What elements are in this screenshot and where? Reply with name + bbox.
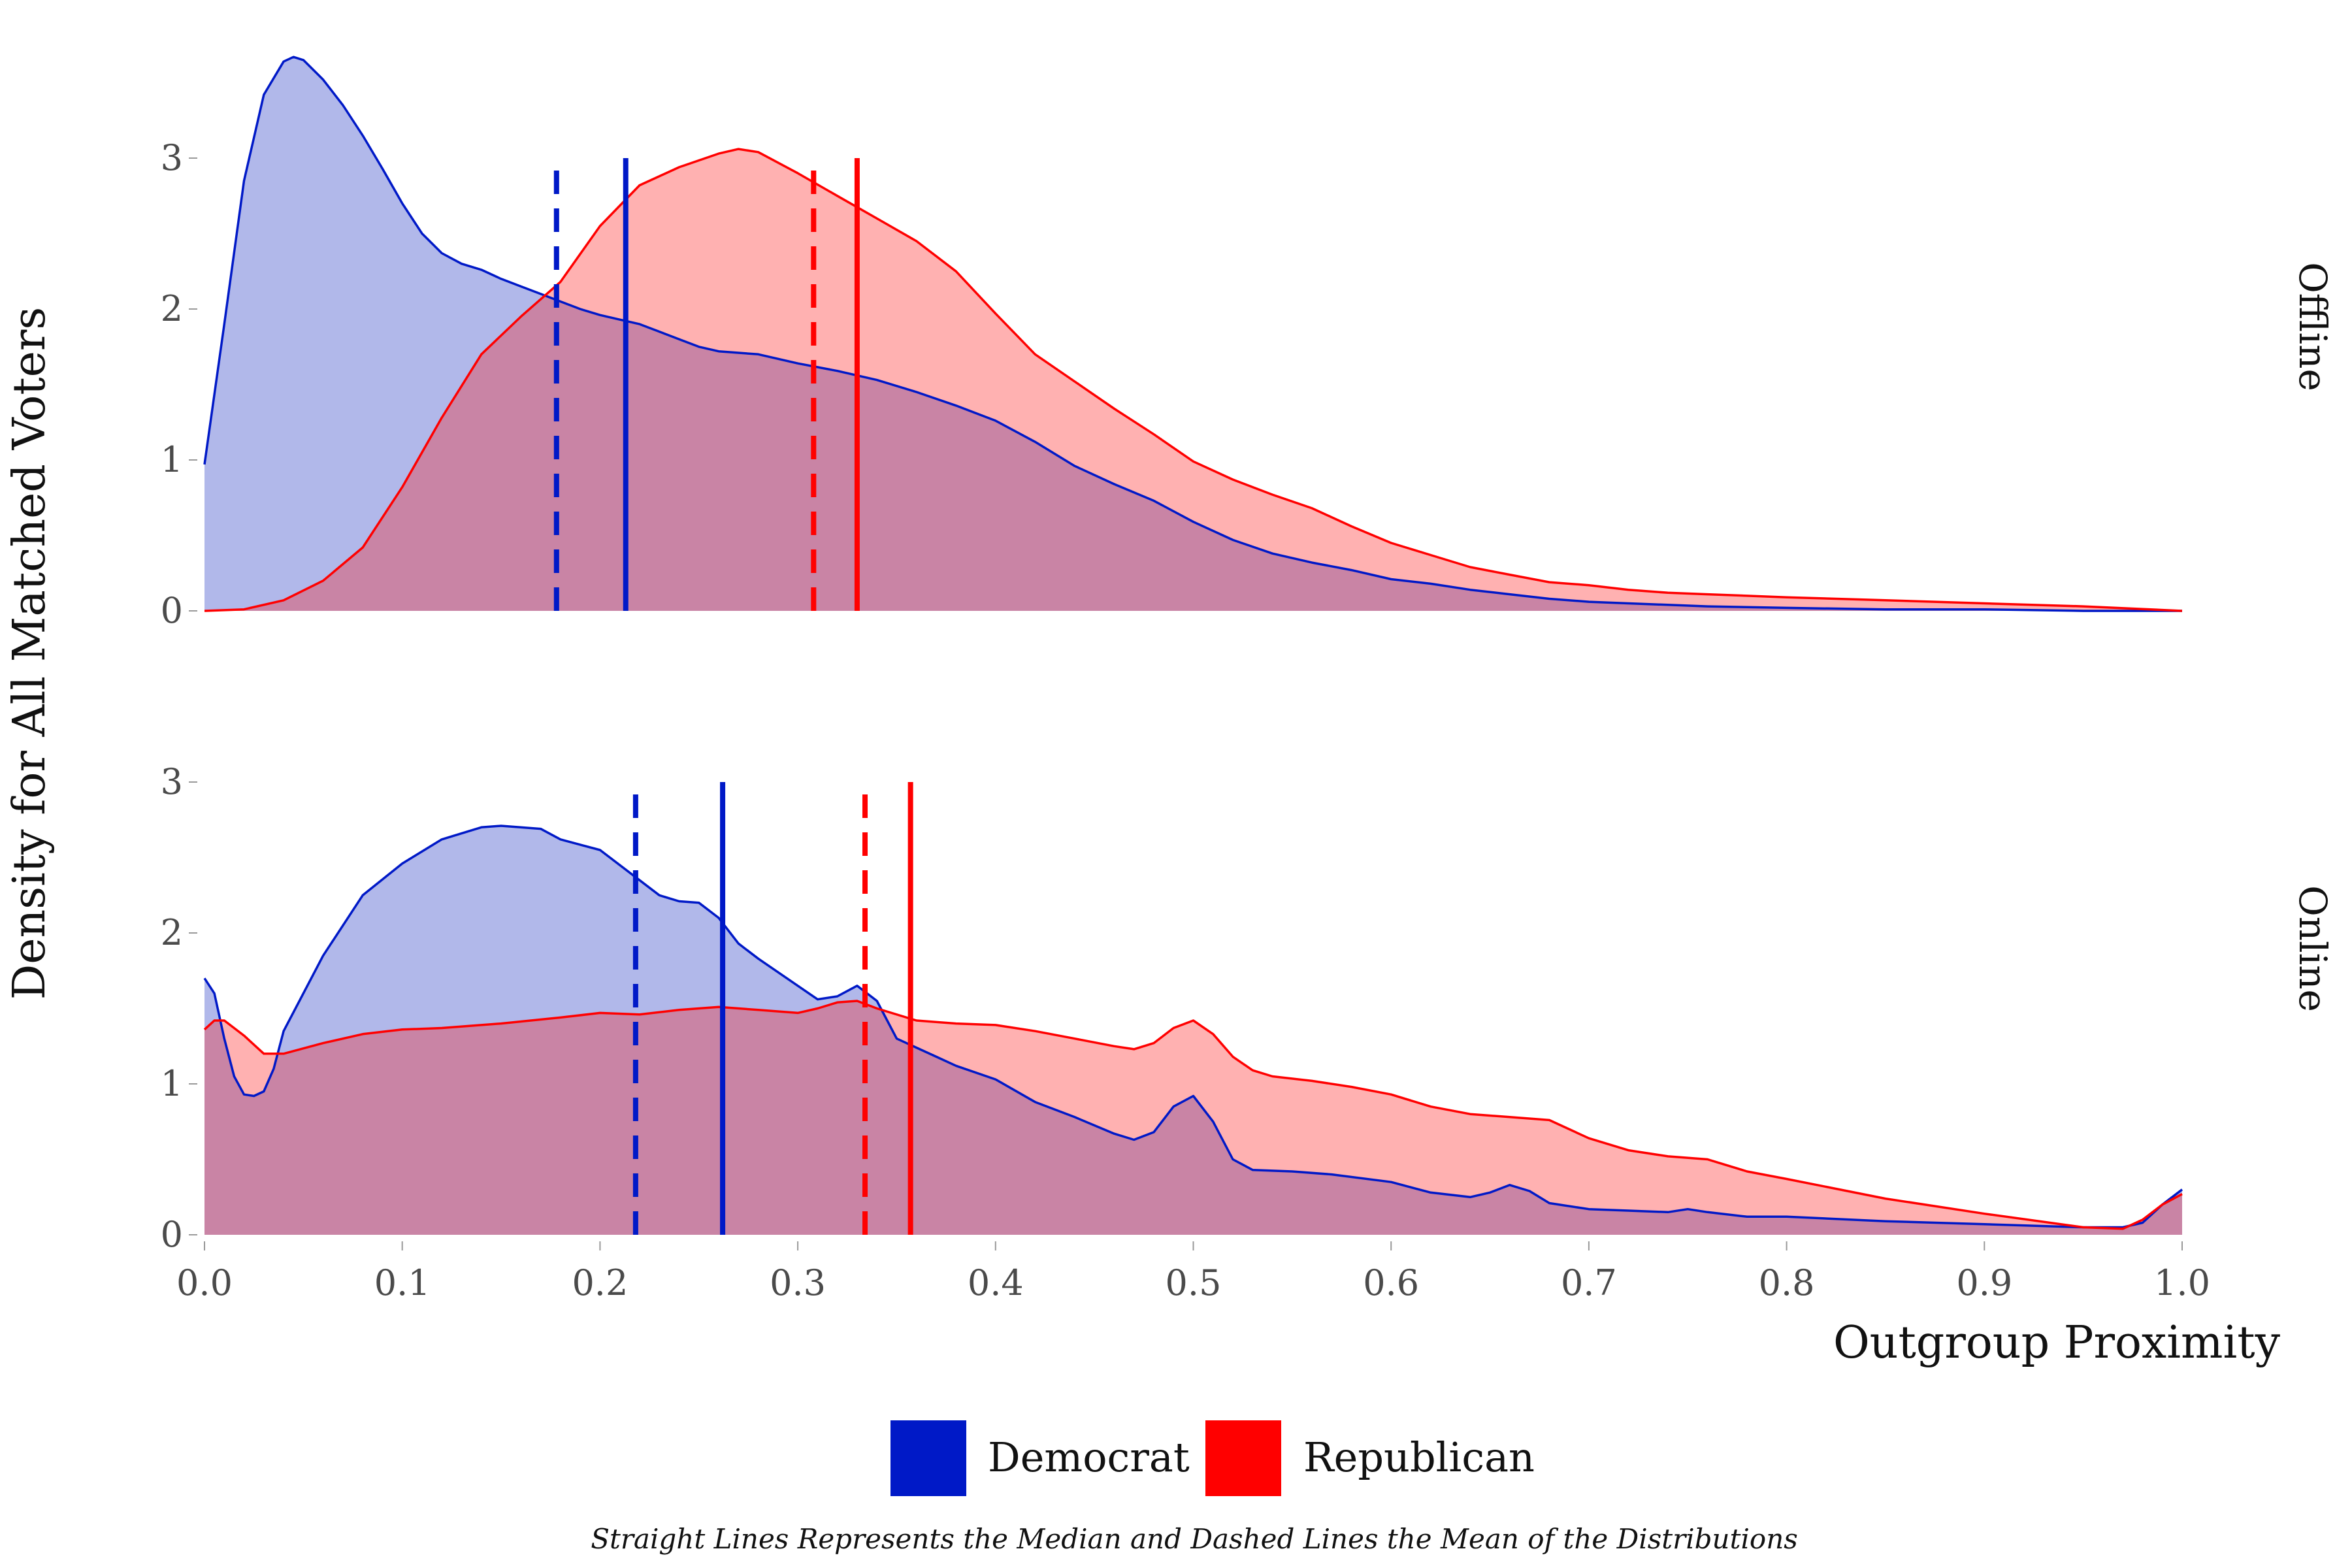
x-axis: 0.0 0.1 0.2 0.3 0.4 0.5 0.6 0.7 0.8 0.9 1.0	[176, 1241, 2210, 1303]
y-tick-label-online-3: 3	[161, 761, 183, 802]
y-tick-label-online-0: 0	[161, 1214, 183, 1255]
y-axis-title: Density for All Matched Voters	[4, 307, 56, 1000]
x-tick-label-7: 0.7	[1561, 1262, 1617, 1303]
x-tick-label-9: 0.9	[1956, 1262, 2012, 1303]
legend-label-democrat: Democrat	[988, 1433, 1190, 1481]
strip-label-online: Online	[2291, 885, 2335, 1012]
legend: Democrat Republican	[890, 1420, 1535, 1496]
x-tick-label-4: 0.4	[968, 1262, 1024, 1303]
x-tick-label-0: 0.0	[176, 1262, 233, 1303]
y-tick-label-offline-3: 3	[161, 137, 183, 178]
strip-label-offline: Offline	[2291, 262, 2335, 391]
panel-offline: 0 1 2 3	[161, 56, 2183, 631]
density-overlap-online	[204, 1001, 2182, 1235]
x-tick-label-10: 1.0	[2154, 1262, 2210, 1303]
x-tick-label-3: 0.3	[770, 1262, 826, 1303]
caption: Straight Lines Represents the Median and…	[591, 1523, 1798, 1555]
x-axis-title: Outgroup Proximity	[1833, 1317, 2281, 1369]
density-line-republican-online	[203, 1000, 2183, 1230]
y-tick-label-offline-0: 0	[161, 590, 183, 631]
y-tick-label-online-1: 1	[161, 1063, 183, 1104]
x-tick-label-1: 0.1	[374, 1262, 431, 1303]
legend-swatch-republican	[1205, 1420, 1281, 1496]
x-tick-label-6: 0.6	[1363, 1262, 1419, 1303]
y-tick-label-offline-1: 1	[161, 439, 183, 480]
density-overlap-offline	[204, 296, 2182, 611]
density-line-democrat-offline	[203, 56, 2182, 612]
density-line-democrat-online	[203, 825, 2183, 1229]
panel-online: 0 1 2 3	[161, 761, 2183, 1255]
density-line-republican-offline	[204, 148, 2183, 612]
y-tick-label-offline-2: 2	[161, 288, 183, 329]
legend-swatch-democrat	[890, 1420, 966, 1496]
x-tick-label-5: 0.5	[1166, 1262, 1222, 1303]
y-tick-label-online-2: 2	[161, 912, 183, 953]
x-tick-label-2: 0.2	[572, 1262, 628, 1303]
legend-label-republican: Republican	[1303, 1433, 1535, 1481]
x-tick-label-8: 0.8	[1759, 1262, 1815, 1303]
